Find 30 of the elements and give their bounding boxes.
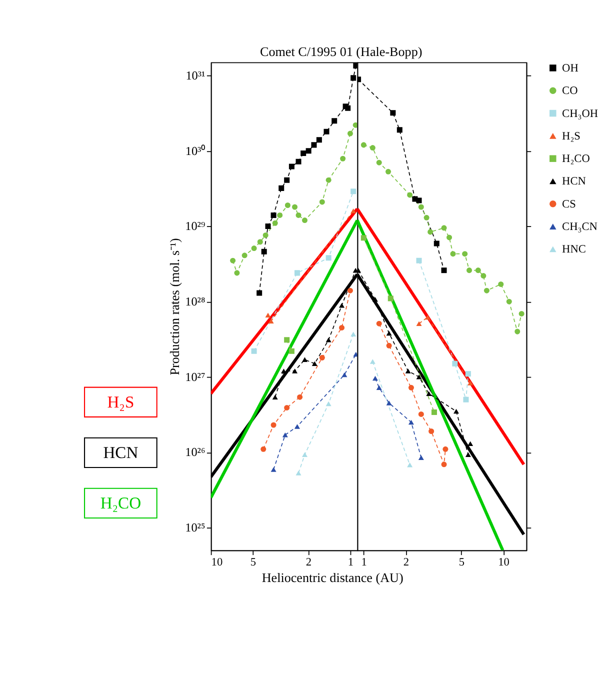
x-tick-label: 10 [498,556,510,569]
legend-label: CH₃CN [562,221,598,234]
legend-label: CO [562,85,578,98]
chart-title: Comet C/1995 01 (Hale-Bopp) [260,44,422,59]
x-tick-label: 1 [348,556,354,569]
legend-label: H₂S [562,130,580,142]
legend-label: HNC [562,244,586,256]
legend-label: CH₃OH [562,108,598,120]
y-tick-label: 10²⁷ [185,370,206,384]
y-tick-label: 10²⁹ [185,219,206,234]
y-tick-label: 10²⁵ [185,520,206,535]
legend-label: OH [562,62,578,74]
x-tick-label: 2 [306,556,312,569]
y-axis-title: Production rates (mol. s⁻¹) [166,238,182,376]
y-tick-label: 10²⁸ [185,294,206,308]
text: H₂S [107,392,134,412]
x-tick-label: 2 [403,556,410,569]
legend-label: H₂CO [562,153,590,166]
legend-label: CS [562,198,576,210]
x-tick-label: 10 [211,556,223,569]
text: HCN [103,442,138,462]
x-tick-label: 5 [458,556,465,569]
y-tick-label: 10²⁶ [185,445,206,460]
x-tick-label: 1 [361,556,367,569]
y-tick-label: 10³¹ [186,68,206,82]
x-axis-title: Heliocentric distance (AU) [262,570,404,586]
text: H₂CO [100,493,142,512]
x-tick-label: 5 [250,556,256,569]
legend-label: HCN [562,176,586,188]
y-tick-label: 10³⁰ [185,144,206,158]
